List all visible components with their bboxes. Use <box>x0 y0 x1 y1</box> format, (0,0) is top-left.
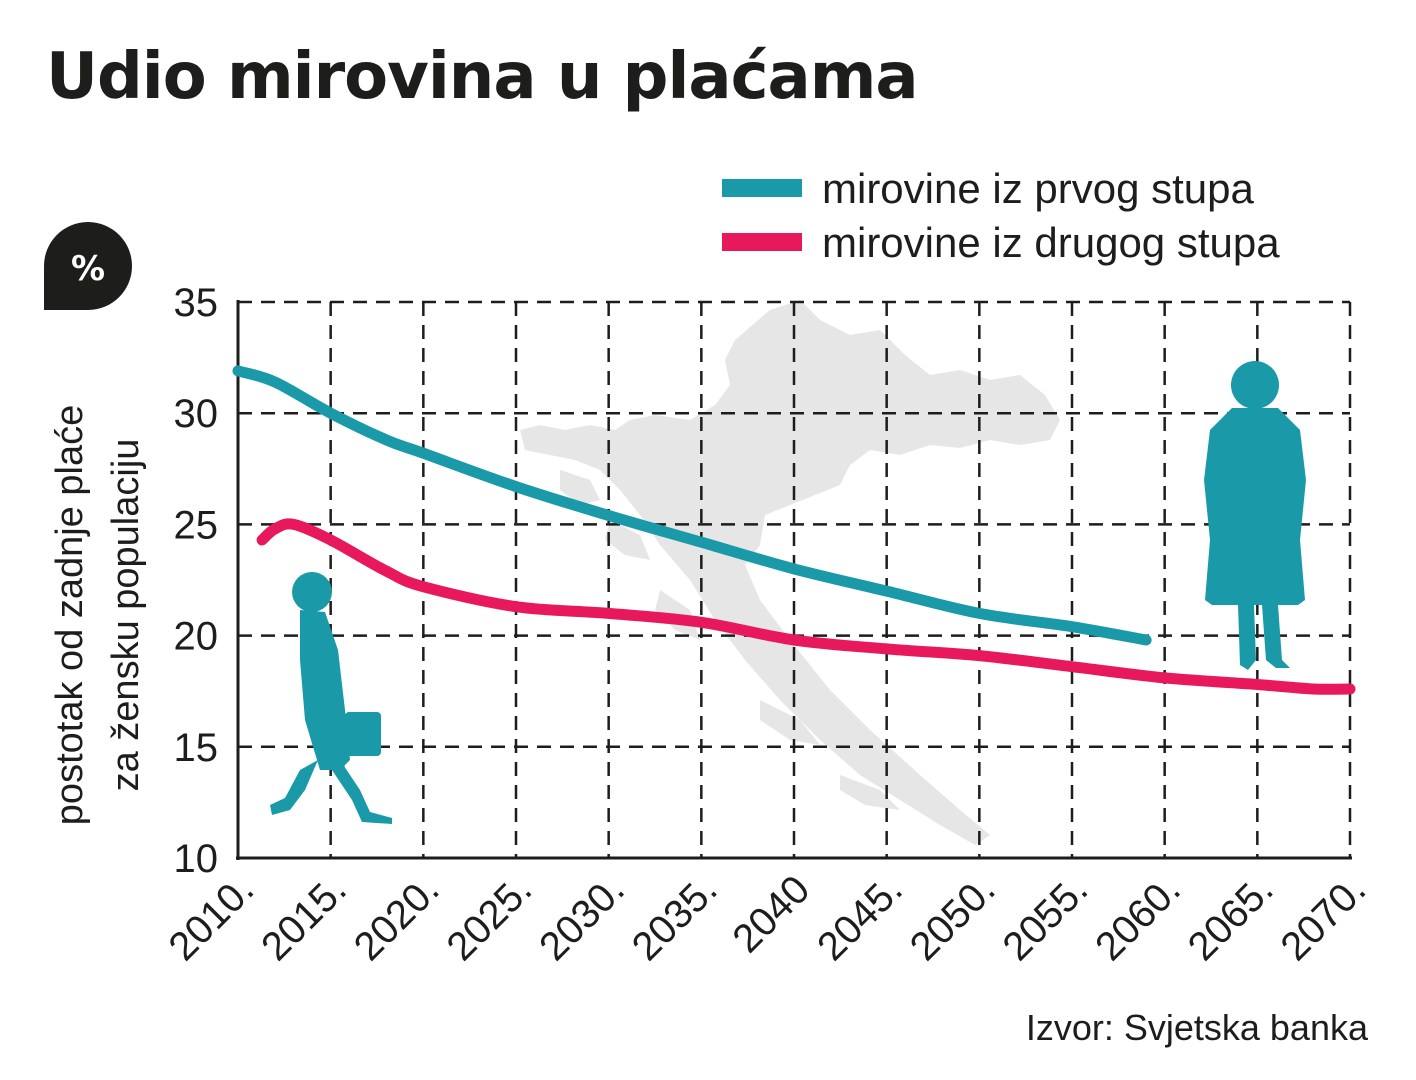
series-line-2 <box>256 518 1356 695</box>
x-tick-label: 2030. <box>531 867 633 969</box>
legend-label-2: mirovine iz drugog stupa <box>822 219 1280 266</box>
y-axis-label-line-2: za žensku populaciju <box>105 439 147 792</box>
legend-swatch-2 <box>722 233 802 251</box>
series-line-1 <box>232 365 1152 646</box>
source-note: Izvor: Svjetska banka <box>1026 1007 1369 1048</box>
x-tick-label: 2060. <box>1087 867 1189 969</box>
x-tick-label: 2040 <box>724 867 818 961</box>
legend-swatch-1 <box>722 179 802 197</box>
x-tick-label: 2045. <box>809 867 911 969</box>
y-axis-label-line-1: postotak od zadnje plaće <box>49 405 91 825</box>
chart-title: Udio mirovina u plaćama <box>46 40 918 114</box>
x-tick-label: 2025. <box>438 867 540 969</box>
y-tick-label: 25 <box>174 503 219 547</box>
unit-badge-label: % <box>71 249 105 289</box>
young-woman-icon <box>270 572 392 824</box>
legend-label-1: mirovine iz prvog stupa <box>822 165 1254 212</box>
x-axis-ticks: 2010.2015.2020.2025.2030.2035.20402045.2… <box>160 867 1374 969</box>
y-tick-label: 20 <box>174 615 219 659</box>
x-tick-label: 2010. <box>160 867 262 969</box>
x-tick-label: 2015. <box>253 867 355 969</box>
x-tick-label: 2070. <box>1272 867 1374 969</box>
unit-badge-shape <box>44 222 132 310</box>
x-tick-label: 2020. <box>346 867 448 969</box>
x-tick-label: 2035. <box>624 867 726 969</box>
unit-badge: % <box>44 222 132 310</box>
legend: mirovine iz prvog stupa mirovine iz drugo… <box>722 165 1280 266</box>
x-tick-label: 2065. <box>1180 867 1282 969</box>
series-layer <box>232 365 1356 695</box>
y-tick-label: 15 <box>174 726 219 770</box>
y-tick-label: 30 <box>174 392 219 436</box>
grid <box>236 300 1352 860</box>
x-tick-label: 2050. <box>902 867 1004 969</box>
y-tick-label: 35 <box>174 281 219 325</box>
y-tick-label: 10 <box>174 837 219 881</box>
y-axis-ticks: 10 15 20 25 30 35 <box>174 281 219 881</box>
y-axis-label: postotak od zadnje plaće za žensku popul… <box>49 405 147 825</box>
x-tick-label: 2055. <box>994 867 1096 969</box>
older-woman-icon <box>1204 361 1306 670</box>
